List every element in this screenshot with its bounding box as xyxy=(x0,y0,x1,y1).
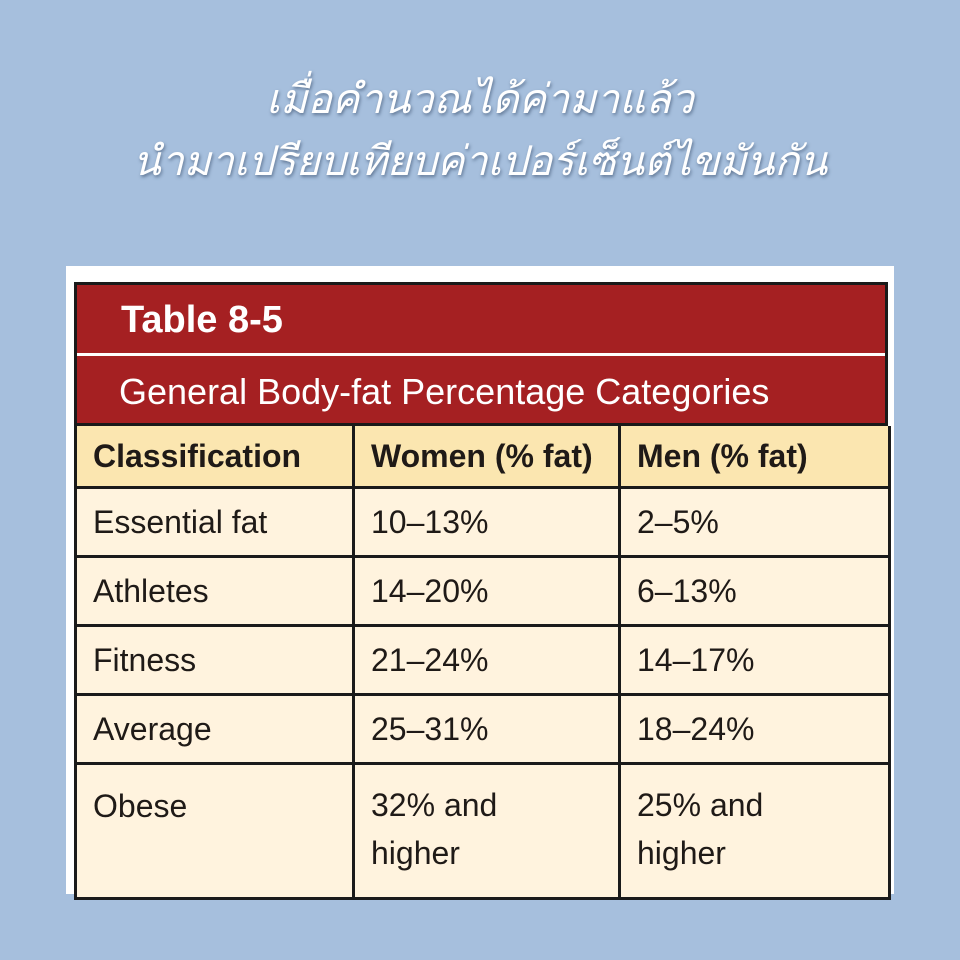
cell-women: 21–24% xyxy=(352,624,621,696)
column-header-women: Women (% fat) xyxy=(352,426,621,489)
cell-women: 10–13% xyxy=(352,486,621,558)
table-row: Athletes 14–20% 6–13% xyxy=(74,555,891,627)
table-title: General Body-fat Percentage Categories xyxy=(119,371,770,412)
column-header-men: Men (% fat) xyxy=(618,426,891,489)
caption-line-1: เมื่อคำนวณได้ค่ามาแล้ว xyxy=(266,75,694,123)
cell-classification: Average xyxy=(74,693,355,765)
table-header-row: Classification Women (% fat) Men (% fat) xyxy=(74,426,891,489)
cell-women-line-1: 32% and xyxy=(371,787,498,823)
cell-classification: Athletes xyxy=(74,555,355,627)
cell-men: 14–17% xyxy=(618,624,891,696)
cell-men: 2–5% xyxy=(618,486,891,558)
caption-line-2: นำมาเปรียบเทียบค่าเปอร์เซ็นต์ไขมันกัน xyxy=(132,137,828,185)
cell-women: 25–31% xyxy=(352,693,621,765)
cell-men: 25% and higher xyxy=(618,762,891,900)
caption: เมื่อคำนวณได้ค่ามาแล้ว นำมาเปรียบเทียบค่… xyxy=(0,68,960,192)
header-divider xyxy=(77,353,885,356)
cell-men-line-1: 25% and xyxy=(637,787,764,823)
table-row: Essential fat 10–13% 2–5% xyxy=(74,486,891,558)
cell-women: 14–20% xyxy=(352,555,621,627)
cell-classification: Essential fat xyxy=(74,486,355,558)
table-row: Fitness 21–24% 14–17% xyxy=(74,624,891,696)
cell-women: 32% and higher xyxy=(352,762,621,900)
table-row: Average 25–31% 18–24% xyxy=(74,693,891,765)
cell-men: 18–24% xyxy=(618,693,891,765)
table-card: Table 8-5 General Body-fat Percentage Ca… xyxy=(66,266,894,900)
table-row: Obese 32% and higher 25% and higher xyxy=(74,762,891,900)
body-fat-table: Classification Women (% fat) Men (% fat)… xyxy=(74,426,891,900)
cell-classification: Fitness xyxy=(74,624,355,696)
cell-men-line-2: higher xyxy=(637,835,726,871)
cell-women-line-2: higher xyxy=(371,835,460,871)
table-header: Table 8-5 General Body-fat Percentage Ca… xyxy=(74,282,888,426)
cell-men: 6–13% xyxy=(618,555,891,627)
column-header-classification: Classification xyxy=(74,426,355,489)
cell-classification: Obese xyxy=(74,762,355,900)
table-number: Table 8-5 xyxy=(121,299,283,341)
